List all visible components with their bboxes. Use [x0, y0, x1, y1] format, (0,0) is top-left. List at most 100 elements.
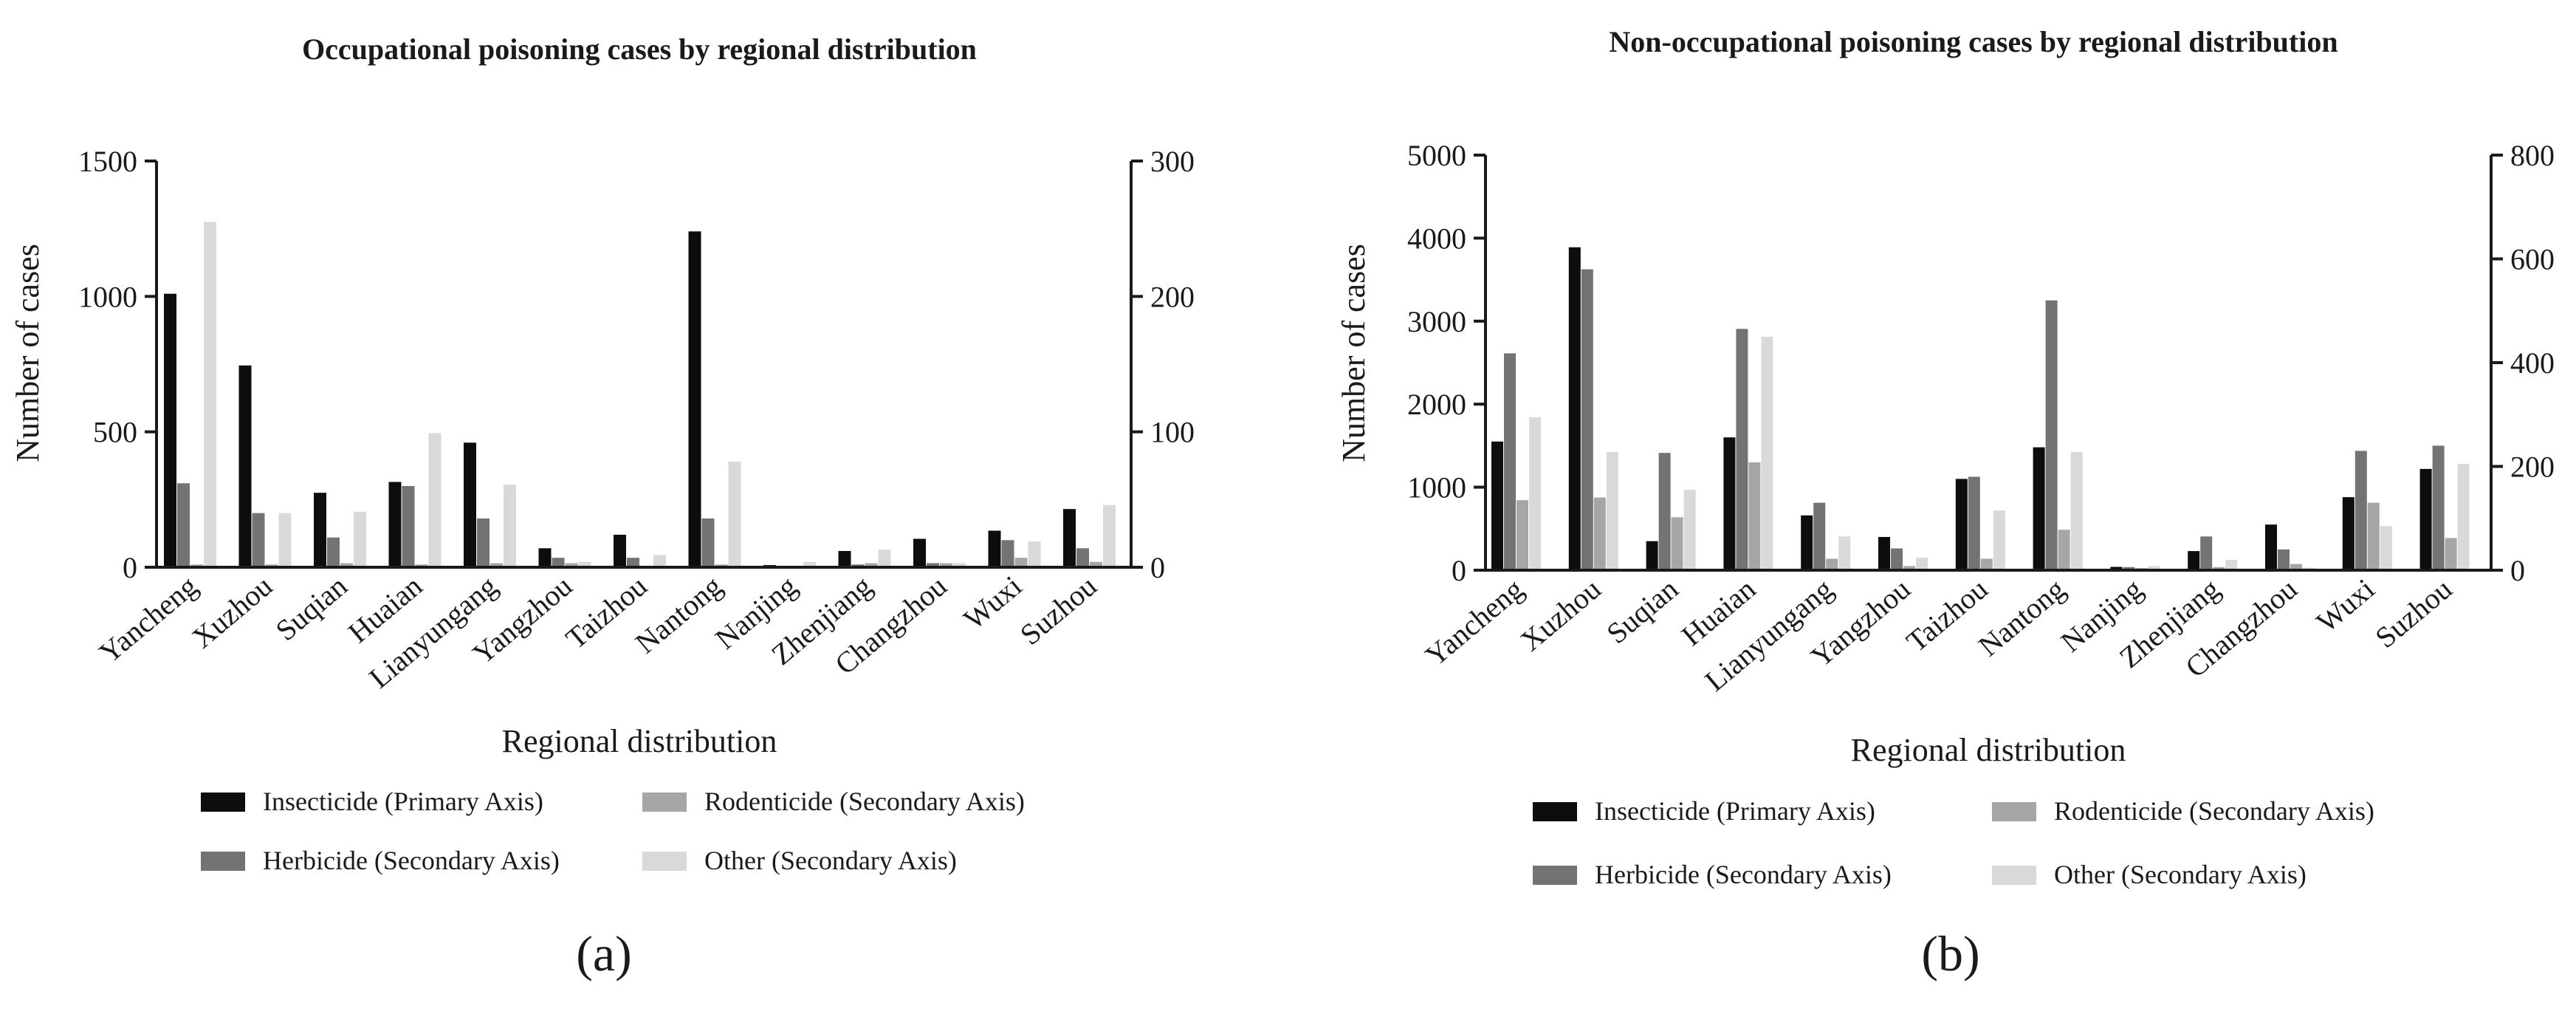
- y-axis-label: Number of cases: [1336, 244, 1372, 462]
- bar-herbicide-nantong: [701, 518, 715, 567]
- x-tick-label: Xuzhou: [1514, 572, 1607, 657]
- bar-herbicide-wuxi: [1001, 540, 1014, 567]
- bar-herbicide-suzhou: [1076, 548, 1089, 567]
- y2-tick-label: 300: [1150, 145, 1195, 178]
- bar-rodenticide-wuxi: [1014, 558, 1028, 567]
- panel-label: (a): [576, 925, 631, 982]
- x-tick-label: Yancheng: [1419, 572, 1530, 672]
- x-tick-label: Suzhou: [2369, 572, 2459, 654]
- legend-swatch-rodenticide: [1992, 802, 2036, 821]
- y2-tick-label: 600: [2510, 243, 2555, 276]
- x-tick-label: Yancheng: [93, 569, 204, 669]
- bar-insecticide-suzhou: [1063, 509, 1076, 567]
- bar-rodenticide-zhenjiang: [2213, 567, 2225, 570]
- y2-tick-label: 800: [2510, 139, 2555, 172]
- y2-tick-label: 0: [2510, 554, 2525, 587]
- bar-other-lianyungang: [1838, 536, 1851, 570]
- bar-rodenticide-yancheng: [1517, 500, 1528, 570]
- bar-other-yangzhou: [578, 561, 591, 567]
- bar-insecticide-xuzhou: [1568, 247, 1581, 570]
- y-tick-label: 3000: [1407, 305, 1466, 338]
- bar-herbicide-wuxi: [2355, 451, 2367, 570]
- x-tick-label: Suzhou: [1014, 569, 1103, 651]
- bar-rodenticide-nantong: [2058, 530, 2070, 570]
- bar-herbicide-changzhou: [927, 563, 939, 567]
- y-tick-label: 0: [123, 551, 137, 584]
- chart-title: Occupational poisoning cases by regional…: [302, 32, 977, 66]
- chart-title: Non-occupational poisoning cases by regi…: [1609, 25, 2338, 58]
- x-tick-label: Nantong: [1972, 572, 2071, 663]
- bar-other-nantong: [2070, 451, 2083, 570]
- bar-other-zhenjiang: [2225, 560, 2238, 570]
- bar-rodenticide-xuzhou: [1593, 497, 1606, 570]
- y2-tick-label: 0: [1150, 551, 1165, 584]
- bar-insecticide-lianyungang: [464, 442, 476, 567]
- bar-herbicide-changzhou: [2278, 549, 2290, 570]
- bar-other-nanjing: [803, 561, 816, 567]
- bar-herbicide-yancheng: [177, 483, 190, 567]
- chart-non-occupational: Non-occupational poisoning cases by regi…: [1336, 25, 2555, 982]
- bar-herbicide-lianyungang: [1813, 502, 1826, 570]
- y2-tick-label: 200: [2510, 451, 2555, 484]
- bar-other-huaian: [1761, 336, 1773, 570]
- legend-label-other: Other (Secondary Axis): [704, 846, 957, 875]
- bar-rodenticide-yangzhou: [565, 563, 578, 567]
- bar-herbicide-suzhou: [2432, 445, 2445, 570]
- y2-tick-label: 100: [1150, 416, 1195, 449]
- bar-other-zhenjiang: [878, 550, 891, 567]
- bar-insecticide-taizhou: [1955, 479, 1968, 570]
- bar-other-nantong: [728, 462, 741, 567]
- bar-other-xuzhou: [1606, 451, 1618, 570]
- bar-other-nanjing: [2148, 566, 2160, 570]
- bar-herbicide-huaian: [1736, 329, 1748, 570]
- bar-rodenticide-suzhou: [2445, 538, 2457, 570]
- bar-rodenticide-zhenjiang: [865, 563, 878, 567]
- y2-tick-label: 200: [1150, 280, 1195, 313]
- bar-herbicide-yangzhou: [1891, 548, 1903, 570]
- y-tick-label: 2000: [1407, 388, 1466, 421]
- bar-other-wuxi: [1028, 541, 1041, 567]
- bar-other-yangzhou: [1916, 558, 1928, 570]
- bar-herbicide-xuzhou: [1581, 269, 1593, 570]
- bar-other-xuzhou: [278, 513, 292, 567]
- bar-herbicide-yangzhou: [552, 558, 565, 567]
- bar-rodenticide-taizhou: [1980, 558, 1993, 570]
- legend-label-insecticide: Insecticide (Primary Axis): [263, 787, 543, 816]
- bar-herbicide-suqian: [1658, 453, 1671, 570]
- bar-rodenticide-huaian: [1748, 462, 1761, 570]
- legend-swatch-insecticide: [1533, 802, 1577, 821]
- bar-insecticide-huaian: [388, 482, 402, 567]
- legend-swatch-other: [642, 852, 687, 871]
- bar-other-taizhou: [653, 555, 666, 567]
- bar-insecticide-lianyungang: [1801, 515, 1813, 570]
- y-tick-label: 500: [93, 416, 137, 449]
- y-tick-label: 4000: [1407, 222, 1466, 255]
- legend-swatch-insecticide: [201, 793, 245, 812]
- bar-insecticide-nantong: [2033, 447, 2045, 570]
- x-tick-label: Xuzhou: [185, 569, 278, 654]
- x-axis-label: Regional distribution: [1851, 732, 2126, 768]
- y-axis-label: Number of cases: [10, 244, 46, 462]
- bar-other-changzhou: [953, 563, 966, 567]
- bar-insecticide-taizhou: [614, 535, 626, 567]
- legend-swatch-rodenticide: [642, 793, 687, 812]
- y-tick-label: 1500: [78, 145, 137, 178]
- legend-label-insecticide: Insecticide (Primary Axis): [1595, 796, 1875, 826]
- bar-herbicide-lianyungang: [477, 518, 490, 567]
- bar-rodenticide-wuxi: [2367, 502, 2380, 570]
- y-tick-label: 1000: [1407, 471, 1466, 504]
- bar-herbicide-huaian: [402, 486, 415, 567]
- bar-other-suqian: [1683, 490, 1696, 570]
- bar-insecticide-zhenjiang: [2188, 551, 2200, 570]
- y-tick-label: 5000: [1407, 139, 1466, 172]
- bar-other-huaian: [428, 433, 442, 567]
- bar-rodenticide-lianyungang: [1826, 558, 1838, 570]
- bar-other-yancheng: [1529, 417, 1541, 570]
- panel-label: (b): [1921, 925, 1979, 982]
- y2-tick-label: 400: [2510, 346, 2555, 380]
- legend-label-rodenticide: Rodenticide (Secondary Axis): [704, 787, 1025, 816]
- bar-insecticide-nanjing: [2110, 567, 2123, 570]
- legend-label-herbicide: Herbicide (Secondary Axis): [263, 846, 560, 875]
- y-tick-label: 1000: [78, 280, 137, 313]
